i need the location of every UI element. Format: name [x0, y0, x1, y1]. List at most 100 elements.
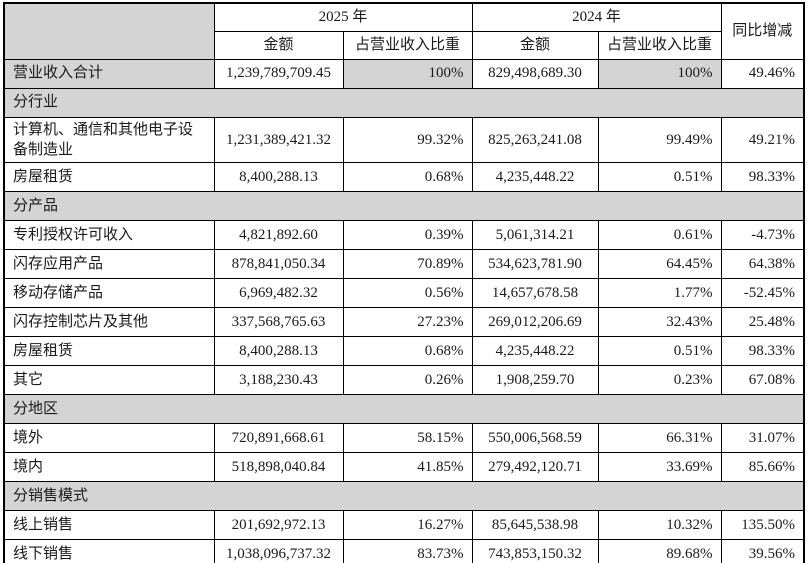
share-2025-cell: 100%: [342, 58, 473, 89]
row-label: 境外: [3, 423, 215, 453]
share-2024-cell: 1.77%: [597, 278, 722, 308]
share-2024-cell: 89.68%: [597, 539, 722, 563]
share-2024-cell: 0.23%: [597, 365, 722, 395]
header-amount-2024: 金额: [471, 30, 599, 60]
table-row: 闪存控制芯片及其他 337,568,765.63 27.23% 269,012,206…: [3, 307, 805, 337]
row-label: 专利授权许可收入: [3, 220, 215, 250]
row-label: 计算机、通信和其他电子设备制造业: [3, 116, 215, 163]
yoy-change-cell: 67.08%: [720, 365, 805, 395]
section-row: 分行业: [3, 87, 805, 118]
row-label: 其它: [3, 365, 215, 395]
header-row-years: 2025 年 2024 年 同比增减: [3, 2, 805, 60]
table-row: 房屋租赁 8,400,288.13 0.68% 4,235,448.22 0.51% 98…: [3, 336, 805, 366]
section-label: 分产品: [3, 191, 805, 221]
share-2025-cell: 0.26%: [342, 365, 473, 395]
yoy-change-cell: 31.07%: [720, 423, 805, 453]
share-2025-cell: 83.73%: [342, 539, 473, 563]
section-label: 分地区: [3, 394, 805, 424]
yoy-change-cell: 135.50%: [720, 510, 805, 540]
row-label: 闪存控制芯片及其他: [3, 307, 215, 337]
table-body: 营业收入合计 1,239,789,709.45 100% 829,498,689.30…: [3, 58, 805, 563]
amount-2025-cell: 337,568,765.63: [213, 307, 344, 337]
row-label: 线上销售: [3, 510, 215, 540]
table-row: 移动存储产品 6,969,482.32 0.56% 14,657,678.58 1.77…: [3, 278, 805, 308]
share-2025-cell: 41.85%: [342, 452, 473, 482]
amount-2024-cell: 5,061,314.21: [471, 220, 599, 250]
share-2024-cell: 0.51%: [597, 336, 722, 366]
amount-2024-cell: 534,623,781.90: [471, 249, 599, 279]
table-row: 专利授权许可收入 4,821,892.60 0.39% 5,061,314.21 0.6…: [3, 220, 805, 250]
row-label: 房屋租赁: [3, 162, 215, 192]
share-2024-cell: 33.69%: [597, 452, 722, 482]
share-2025-cell: 16.27%: [342, 510, 473, 540]
share-2025-cell: 58.15%: [342, 423, 473, 453]
revenue-breakdown-table: 2025 年 2024 年 同比增减 金额 占营业收入比重 金额 占营业收入比重…: [3, 2, 806, 563]
row-label: 移动存储产品: [3, 278, 215, 308]
section-row: 分产品: [3, 191, 805, 221]
amount-2025-cell: 4,821,892.60: [213, 220, 344, 250]
header-year-2024: 2024 年: [471, 2, 722, 32]
amount-2024-cell: 1,908,259.70: [471, 365, 599, 395]
amount-2024-cell: 4,235,448.22: [471, 162, 599, 192]
header-share-2024: 占营业收入比重: [597, 30, 722, 60]
header-year-2025: 2025 年: [213, 2, 473, 32]
share-2024-cell: 99.49%: [597, 116, 722, 163]
header-row-metrics: 金额 占营业收入比重 金额 占营业收入比重: [4, 30, 804, 60]
amount-2024-cell: 14,657,678.58: [471, 278, 599, 308]
table-row: 计算机、通信和其他电子设备制造业 1,231,389,421.32 99.32% 82…: [3, 116, 805, 163]
share-2024-cell: 10.32%: [597, 510, 722, 540]
table-row: 境内 518,898,040.84 41.85% 279,492,120.71 33.6…: [3, 452, 805, 482]
amount-2025-cell: 3,188,230.43: [213, 365, 344, 395]
amount-2025-cell: 518,898,040.84: [213, 452, 344, 482]
share-2025-cell: 0.68%: [342, 336, 473, 366]
share-2024-cell: 64.45%: [597, 249, 722, 279]
amount-2024-cell: 743,853,150.32: [471, 539, 599, 563]
share-2025-cell: 70.89%: [342, 249, 473, 279]
yoy-change-cell: 49.46%: [720, 58, 805, 89]
amount-2025-cell: 720,891,668.61: [213, 423, 344, 453]
yoy-change-cell: 25.48%: [720, 307, 805, 337]
table-row: 境外 720,891,668.61 58.15% 550,006,568.59 66.3…: [3, 423, 805, 453]
amount-2024-cell: 279,492,120.71: [471, 452, 599, 482]
section-label: 分行业: [3, 87, 805, 118]
share-2025-cell: 27.23%: [342, 307, 473, 337]
share-2025-cell: 0.39%: [342, 220, 473, 250]
share-2025-cell: 99.32%: [342, 116, 473, 163]
table-row: 房屋租赁 8,400,288.13 0.68% 4,235,448.22 0.51% 98…: [3, 162, 805, 192]
amount-2025-cell: 1,038,096,737.32: [213, 539, 344, 563]
amount-2025-cell: 201,692,972.13: [213, 510, 344, 540]
section-row: 分销售模式: [3, 481, 805, 511]
header-amount-2025: 金额: [213, 30, 344, 60]
yoy-change-cell: 98.33%: [720, 336, 805, 366]
amount-2024-cell: 825,263,241.08: [471, 116, 599, 163]
share-2024-cell: 0.61%: [597, 220, 722, 250]
header-share-2025: 占营业收入比重: [342, 30, 473, 60]
amount-2025-cell: 1,231,389,421.32: [213, 116, 344, 163]
share-2024-cell: 0.51%: [597, 162, 722, 192]
amount-2025-cell: 1,239,789,709.45: [213, 58, 344, 89]
share-2024-cell: 32.43%: [597, 307, 722, 337]
row-label: 境内: [3, 452, 215, 482]
yoy-change-cell: 64.38%: [720, 249, 805, 279]
amount-2024-cell: 269,012,206.69: [471, 307, 599, 337]
row-label: 线下销售: [3, 539, 215, 563]
share-2025-cell: 0.68%: [342, 162, 473, 192]
amount-2025-cell: 878,841,050.34: [213, 249, 344, 279]
header-corner-cell: [3, 2, 215, 60]
yoy-change-cell: 39.56%: [720, 539, 805, 563]
share-2025-cell: 0.56%: [342, 278, 473, 308]
yoy-change-cell: -4.73%: [720, 220, 805, 250]
amount-2024-cell: 829,498,689.30: [471, 58, 599, 89]
amount-2024-cell: 4,235,448.22: [471, 336, 599, 366]
section-label: 分销售模式: [3, 481, 805, 511]
amount-2025-cell: 6,969,482.32: [213, 278, 344, 308]
yoy-change-cell: -52.45%: [720, 278, 805, 308]
yoy-change-cell: 49.21%: [720, 116, 805, 163]
row-label: 房屋租赁: [3, 336, 215, 366]
row-label: 营业收入合计: [3, 58, 215, 89]
row-label: 闪存应用产品: [3, 249, 215, 279]
yoy-change-cell: 98.33%: [720, 162, 805, 192]
amount-2025-cell: 8,400,288.13: [213, 162, 344, 192]
table-row: 营业收入合计 1,239,789,709.45 100% 829,498,689.30…: [3, 58, 805, 89]
